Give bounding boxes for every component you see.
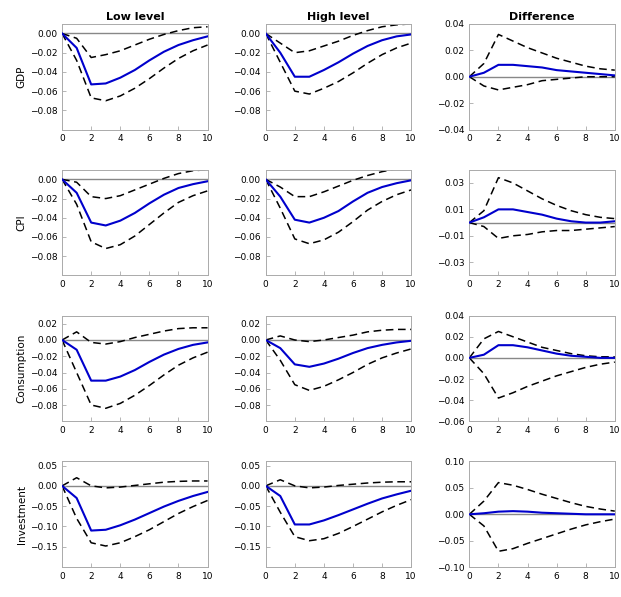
Y-axis label: Consumption: Consumption	[17, 334, 27, 403]
Y-axis label: GDP: GDP	[17, 66, 27, 88]
Y-axis label: Investment: Investment	[17, 485, 27, 544]
Title: Low level: Low level	[106, 12, 164, 21]
Title: Difference: Difference	[509, 12, 575, 21]
Title: High level: High level	[307, 12, 369, 21]
Y-axis label: CPI: CPI	[17, 214, 27, 231]
